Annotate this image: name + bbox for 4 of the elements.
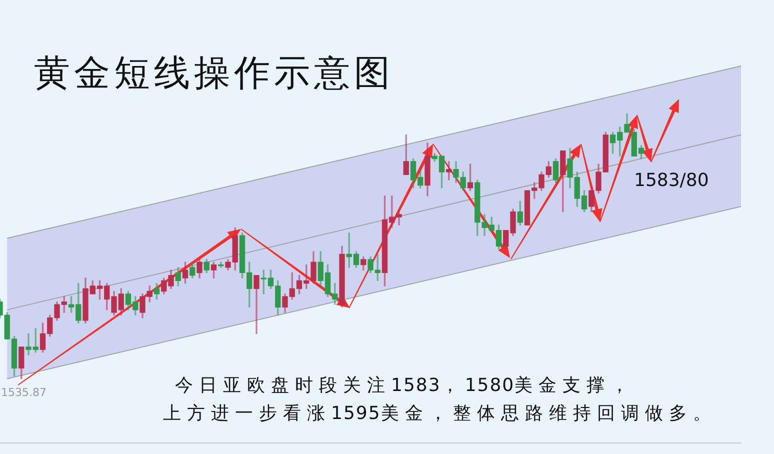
candlestick [254, 275, 260, 334]
chart-title: 黄金短线操作示意图 [34, 52, 394, 96]
text: 1535.87 [1, 386, 46, 399]
annotation: 1583/80 [634, 170, 709, 191]
